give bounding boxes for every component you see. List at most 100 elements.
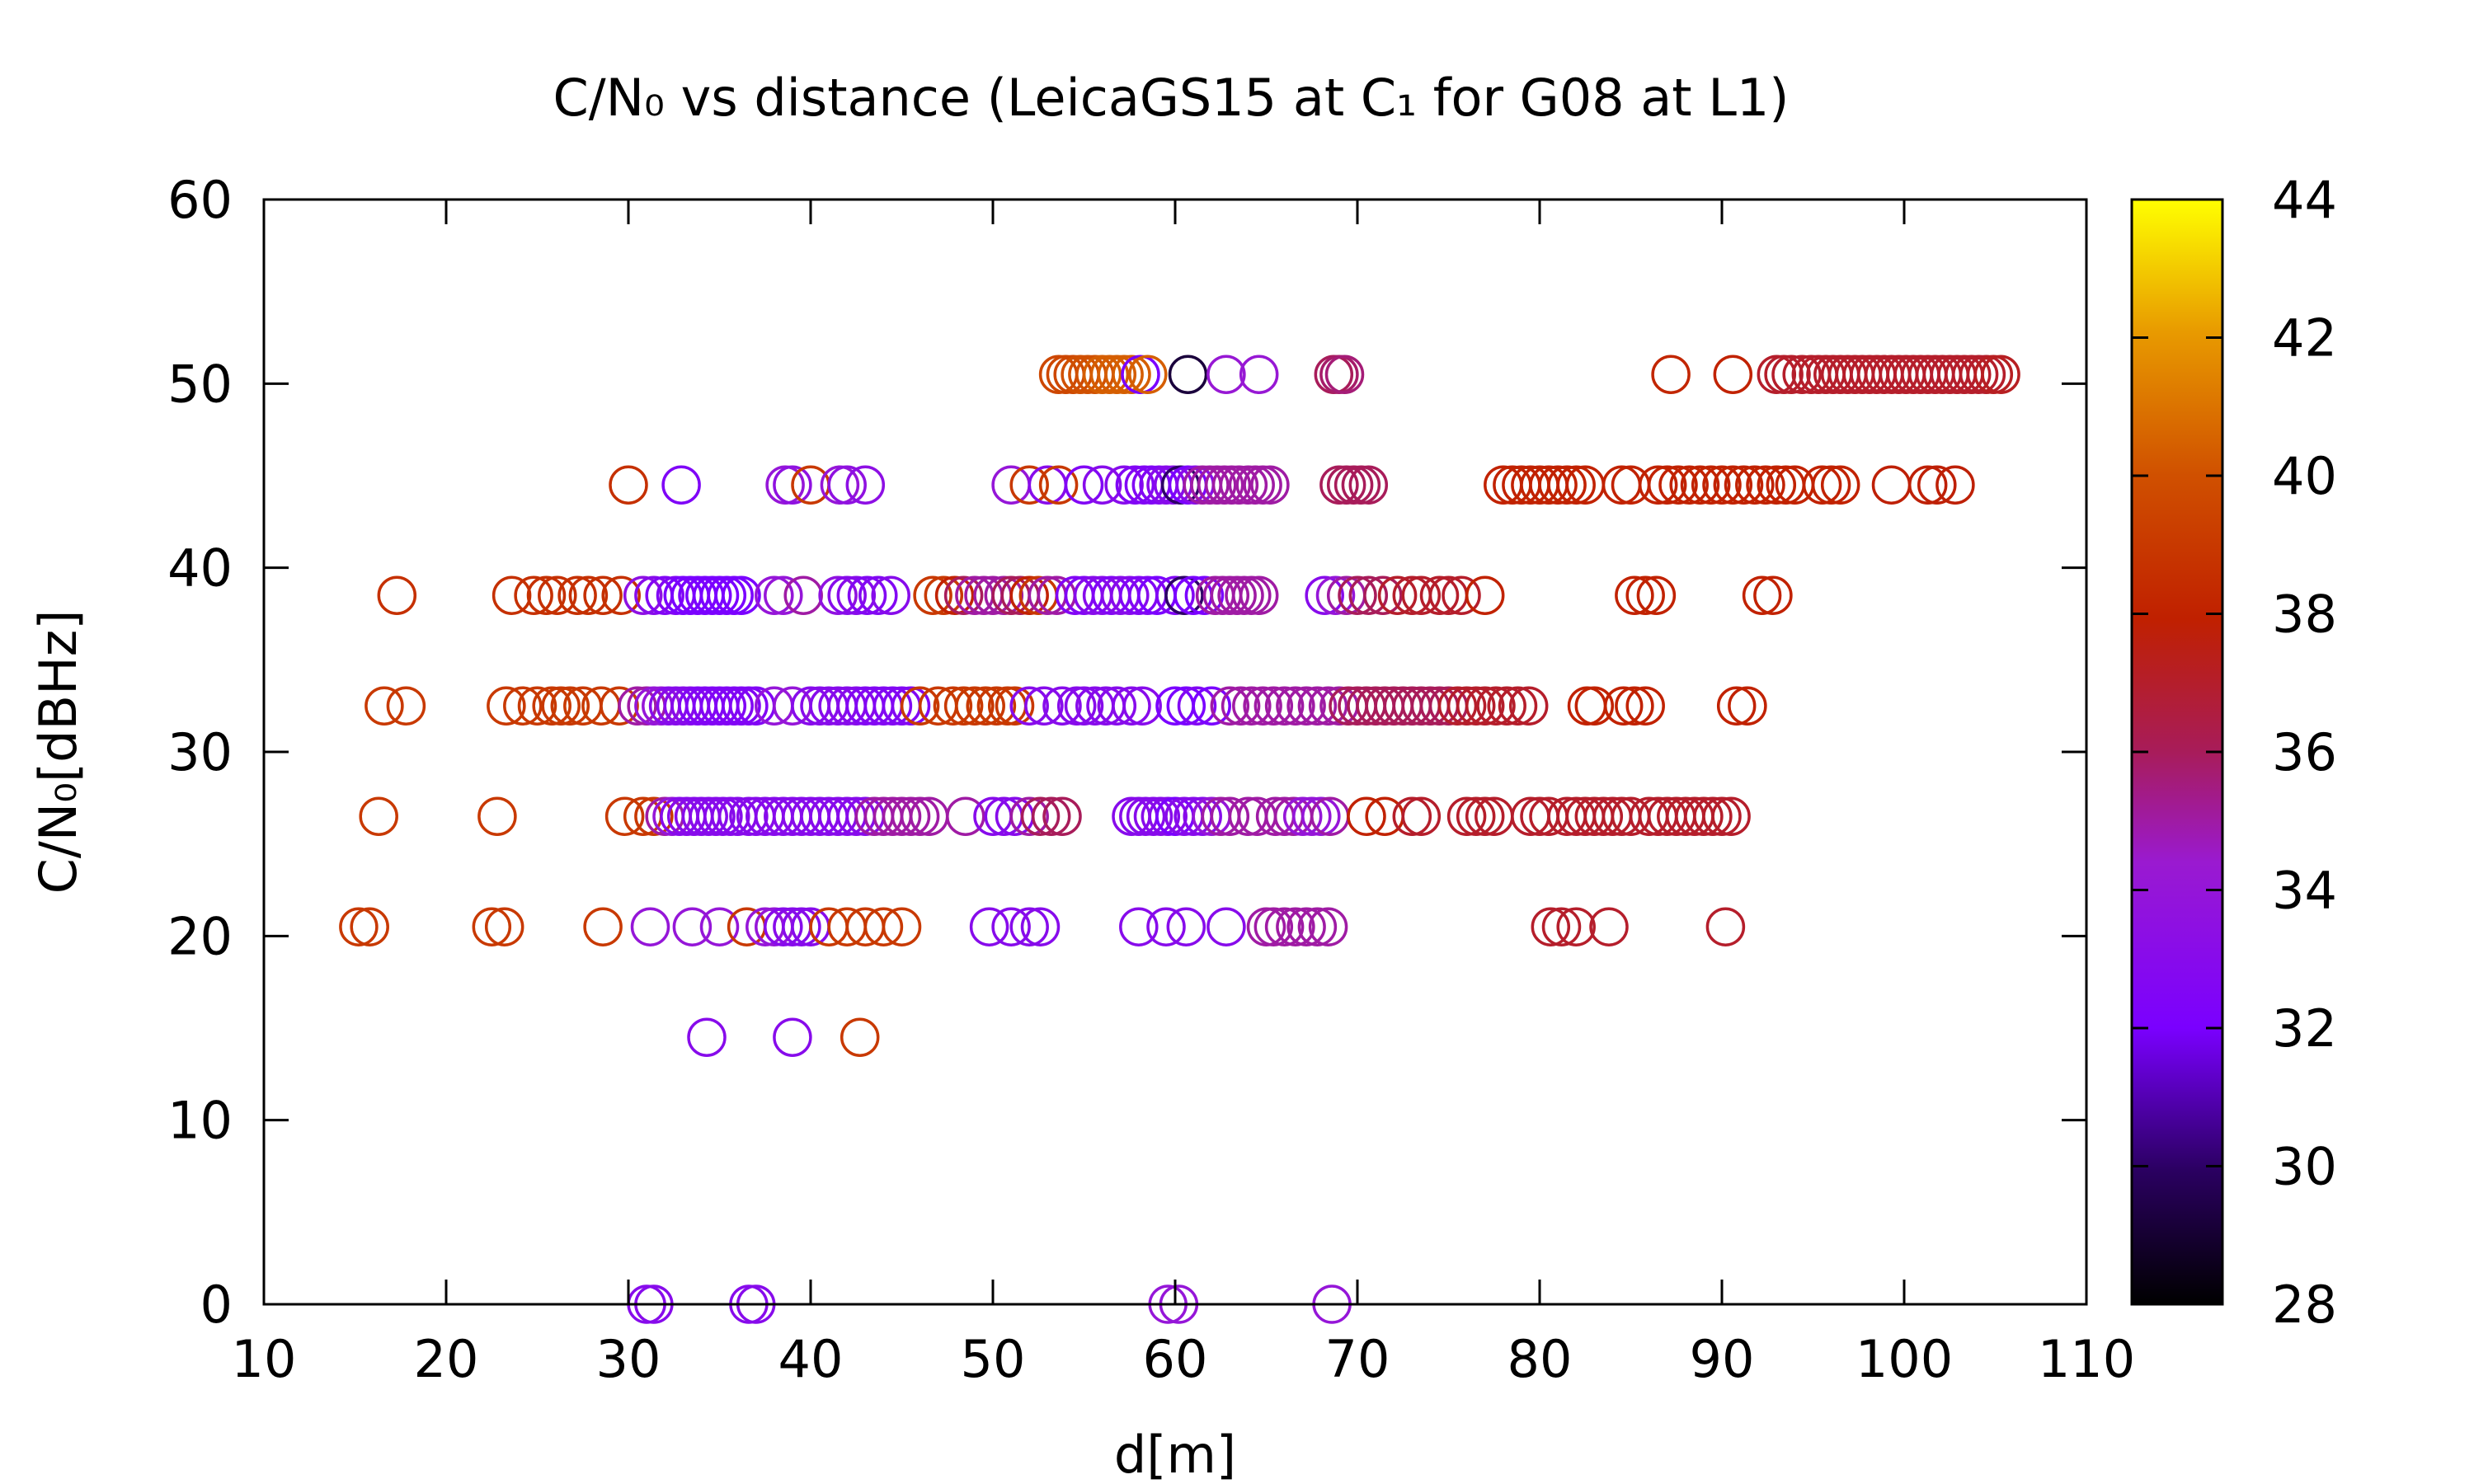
data-point — [1020, 907, 1061, 946]
data-point — [946, 796, 985, 836]
x-tick-label: 110 — [2038, 1329, 2135, 1389]
data-point — [630, 907, 670, 946]
data-point — [1684, 796, 1724, 836]
data-point — [1166, 907, 1206, 946]
data-point — [618, 686, 657, 726]
x-tick-label: 40 — [778, 1329, 844, 1389]
data-point — [1456, 686, 1496, 726]
data-point — [1104, 465, 1144, 505]
data-point — [1724, 465, 1764, 505]
data-point — [1705, 907, 1746, 946]
data-point — [924, 575, 964, 615]
data-point — [1589, 907, 1629, 946]
data-point — [1112, 686, 1151, 726]
y-tick-label: 10 — [167, 1091, 233, 1151]
y-tick-label: 30 — [167, 722, 233, 782]
y-axis: 0 10 20 30 40 50 60 — [167, 170, 2086, 1335]
data-point — [1713, 465, 1753, 505]
colorbar-tick-label: 42 — [2272, 308, 2337, 369]
data-points — [339, 355, 2020, 1324]
data-point — [1603, 686, 1644, 726]
data-point — [634, 796, 674, 836]
data-point — [672, 907, 713, 946]
data-point — [1146, 907, 1186, 946]
data-point — [1728, 686, 1767, 726]
x-tick-label: 20 — [414, 1329, 479, 1389]
colorbar-tick-label: 44 — [2272, 170, 2337, 230]
data-point — [1753, 575, 1793, 615]
data-point — [1206, 907, 1246, 946]
data-point — [782, 907, 821, 946]
data-point — [1935, 465, 1975, 505]
data-point — [1711, 796, 1751, 836]
x-tick-label: 80 — [1507, 1329, 1573, 1389]
data-point — [487, 686, 526, 726]
data-point — [1315, 575, 1356, 615]
data-point — [645, 575, 684, 615]
data-point — [1122, 686, 1162, 726]
colorbar-tick-label: 28 — [2272, 1275, 2337, 1335]
data-point — [1693, 796, 1733, 836]
data-point — [1347, 796, 1386, 836]
data-point — [1042, 796, 1082, 836]
data-point — [1115, 465, 1155, 505]
x-axis-label: d[m] — [1114, 1425, 1236, 1484]
data-point — [484, 907, 524, 946]
data-point — [1456, 796, 1496, 836]
data-point — [1282, 796, 1323, 836]
data-point — [1206, 355, 1246, 394]
data-point — [386, 686, 426, 726]
data-point — [1038, 465, 1079, 505]
data-point — [934, 575, 975, 615]
data-point — [1348, 465, 1389, 505]
data-point — [1669, 465, 1709, 505]
plot-frame — [262, 198, 2088, 1306]
data-point — [1742, 575, 1782, 615]
data-point — [1771, 355, 1811, 394]
data-point — [1064, 465, 1104, 505]
data-point — [1128, 355, 1168, 394]
data-point — [1917, 465, 1957, 505]
data-point — [1691, 465, 1731, 505]
data-point — [969, 907, 1009, 946]
data-point — [1811, 465, 1851, 505]
data-point — [1297, 686, 1338, 726]
data-point — [1647, 465, 1687, 505]
data-point — [943, 686, 984, 726]
data-point — [1401, 796, 1442, 836]
data-point — [1465, 796, 1505, 836]
data-point — [1286, 907, 1326, 946]
data-point — [955, 686, 995, 726]
x-tick-label: 10 — [232, 1329, 297, 1389]
colorbar-tick-label: 40 — [2272, 446, 2337, 506]
data-point — [991, 907, 1031, 946]
data-point — [568, 575, 609, 615]
x-axis: 10 20 30 40 50 60 70 80 90 100 110 — [232, 200, 2135, 1389]
data-point — [1583, 796, 1624, 836]
data-point — [1219, 465, 1259, 505]
data-point — [840, 1017, 880, 1057]
data-point — [472, 907, 512, 946]
data-point — [583, 907, 623, 946]
data-point — [600, 686, 639, 726]
data-point — [661, 465, 701, 505]
x-tick-label: 30 — [596, 1329, 661, 1389]
data-point — [882, 796, 922, 836]
colorbar-axis: 28 30 32 34 36 38 40 42 44 — [2132, 170, 2337, 1335]
data-point — [1782, 355, 1822, 394]
data-point — [1820, 465, 1860, 505]
data-point — [1651, 355, 1691, 394]
data-point — [891, 796, 931, 836]
data-point — [1286, 686, 1326, 726]
data-point — [1465, 686, 1505, 726]
data-point — [1567, 686, 1607, 726]
y-tick-label: 40 — [167, 538, 233, 599]
data-point — [365, 686, 404, 726]
x-tick-label: 60 — [1143, 1329, 1208, 1389]
data-point — [1168, 355, 1208, 394]
data-point — [1276, 686, 1315, 726]
y-tick-label: 20 — [167, 906, 233, 966]
data-point — [1419, 575, 1460, 615]
data-point — [1716, 686, 1757, 726]
